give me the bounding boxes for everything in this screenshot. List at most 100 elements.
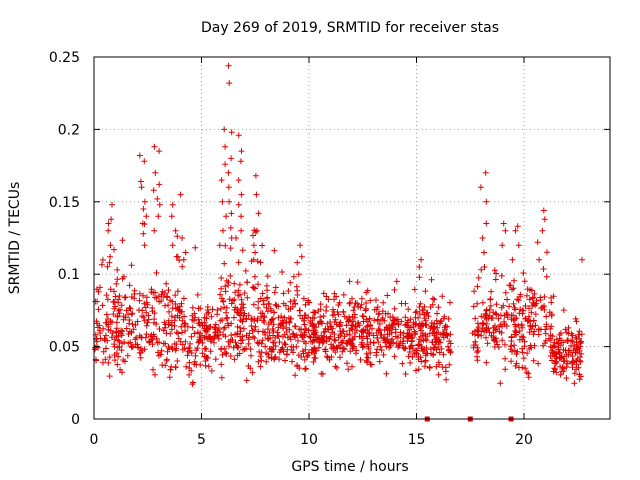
data-point bbox=[472, 338, 479, 345]
data-point bbox=[294, 363, 301, 370]
data-point bbox=[260, 301, 267, 308]
data-point bbox=[508, 358, 515, 365]
data-point bbox=[203, 353, 209, 360]
data-point bbox=[340, 308, 347, 315]
data-point bbox=[181, 313, 188, 320]
data-point bbox=[474, 300, 481, 307]
data-point bbox=[553, 354, 560, 360]
data-point bbox=[179, 346, 186, 353]
data-point bbox=[104, 263, 111, 270]
data-point bbox=[197, 330, 204, 337]
data-point bbox=[549, 333, 556, 340]
data-point bbox=[345, 366, 352, 373]
data-point bbox=[429, 295, 436, 302]
data-point bbox=[239, 318, 246, 325]
data-point bbox=[234, 309, 241, 315]
data-point bbox=[362, 326, 369, 333]
data-point bbox=[479, 299, 486, 306]
data-point bbox=[119, 369, 125, 376]
data-point bbox=[408, 337, 415, 344]
data-point bbox=[378, 347, 385, 354]
data-point bbox=[440, 351, 447, 358]
data-point bbox=[99, 302, 106, 309]
data-point bbox=[498, 272, 505, 279]
data-point bbox=[219, 351, 226, 358]
data-point bbox=[268, 317, 275, 324]
data-point bbox=[508, 338, 515, 344]
data-point bbox=[301, 356, 308, 363]
data-point bbox=[474, 283, 481, 290]
data-point bbox=[292, 372, 299, 379]
data-point bbox=[263, 304, 270, 311]
data-point bbox=[445, 343, 451, 350]
data-point bbox=[533, 300, 540, 307]
data-point bbox=[413, 349, 419, 356]
data-point bbox=[141, 300, 148, 307]
data-point-peak bbox=[154, 195, 161, 202]
data-point bbox=[139, 347, 146, 354]
data-point bbox=[419, 330, 426, 337]
data-point bbox=[373, 297, 379, 303]
data-point bbox=[148, 337, 155, 344]
data-point bbox=[174, 358, 181, 364]
data-point bbox=[292, 323, 299, 330]
data-point bbox=[148, 286, 155, 293]
data-point bbox=[263, 358, 270, 365]
data-point bbox=[300, 350, 307, 357]
data-point bbox=[237, 312, 244, 319]
data-point bbox=[217, 291, 224, 298]
data-point bbox=[426, 365, 433, 371]
data-point bbox=[519, 324, 526, 331]
data-point bbox=[412, 309, 419, 316]
data-point bbox=[231, 356, 238, 363]
data-point bbox=[390, 339, 397, 346]
data-point bbox=[191, 358, 198, 365]
data-point bbox=[497, 321, 504, 328]
data-point bbox=[557, 363, 564, 370]
data-point bbox=[409, 354, 416, 360]
data-point bbox=[516, 364, 522, 371]
data-point bbox=[298, 326, 305, 333]
data-point bbox=[523, 292, 530, 299]
data-point bbox=[254, 258, 261, 265]
data-point bbox=[501, 341, 508, 348]
data-point bbox=[278, 321, 285, 328]
data-point bbox=[360, 343, 367, 350]
data-point bbox=[235, 287, 242, 294]
data-point bbox=[444, 323, 450, 330]
data-point bbox=[145, 316, 152, 323]
data-point bbox=[337, 319, 344, 326]
data-point bbox=[182, 338, 189, 345]
plot-frame bbox=[93, 56, 611, 420]
data-point bbox=[502, 366, 509, 373]
data-point bbox=[331, 290, 338, 297]
data-point bbox=[415, 314, 422, 321]
data-point bbox=[221, 304, 228, 311]
data-point bbox=[419, 348, 426, 354]
data-point bbox=[126, 282, 133, 289]
data-point bbox=[219, 317, 226, 323]
data-point bbox=[513, 360, 520, 367]
data-point bbox=[525, 374, 532, 381]
data-point bbox=[289, 330, 296, 337]
data-point bbox=[379, 315, 386, 321]
data-point bbox=[191, 330, 198, 337]
data-point bbox=[99, 256, 106, 263]
data-point bbox=[217, 329, 224, 336]
data-point bbox=[172, 292, 179, 299]
data-point bbox=[287, 279, 294, 286]
data-point bbox=[241, 310, 248, 317]
data-point bbox=[548, 312, 555, 319]
data-point bbox=[331, 336, 338, 343]
data-point-peak bbox=[226, 198, 233, 205]
data-point bbox=[337, 354, 343, 361]
data-point bbox=[127, 305, 134, 312]
y-tick-label: 0.2 bbox=[58, 122, 80, 138]
data-point bbox=[230, 344, 237, 351]
data-point bbox=[125, 311, 132, 318]
data-point bbox=[265, 354, 272, 361]
data-point bbox=[346, 278, 353, 285]
data-point bbox=[518, 333, 525, 340]
data-point bbox=[446, 361, 453, 368]
data-point bbox=[479, 321, 486, 328]
